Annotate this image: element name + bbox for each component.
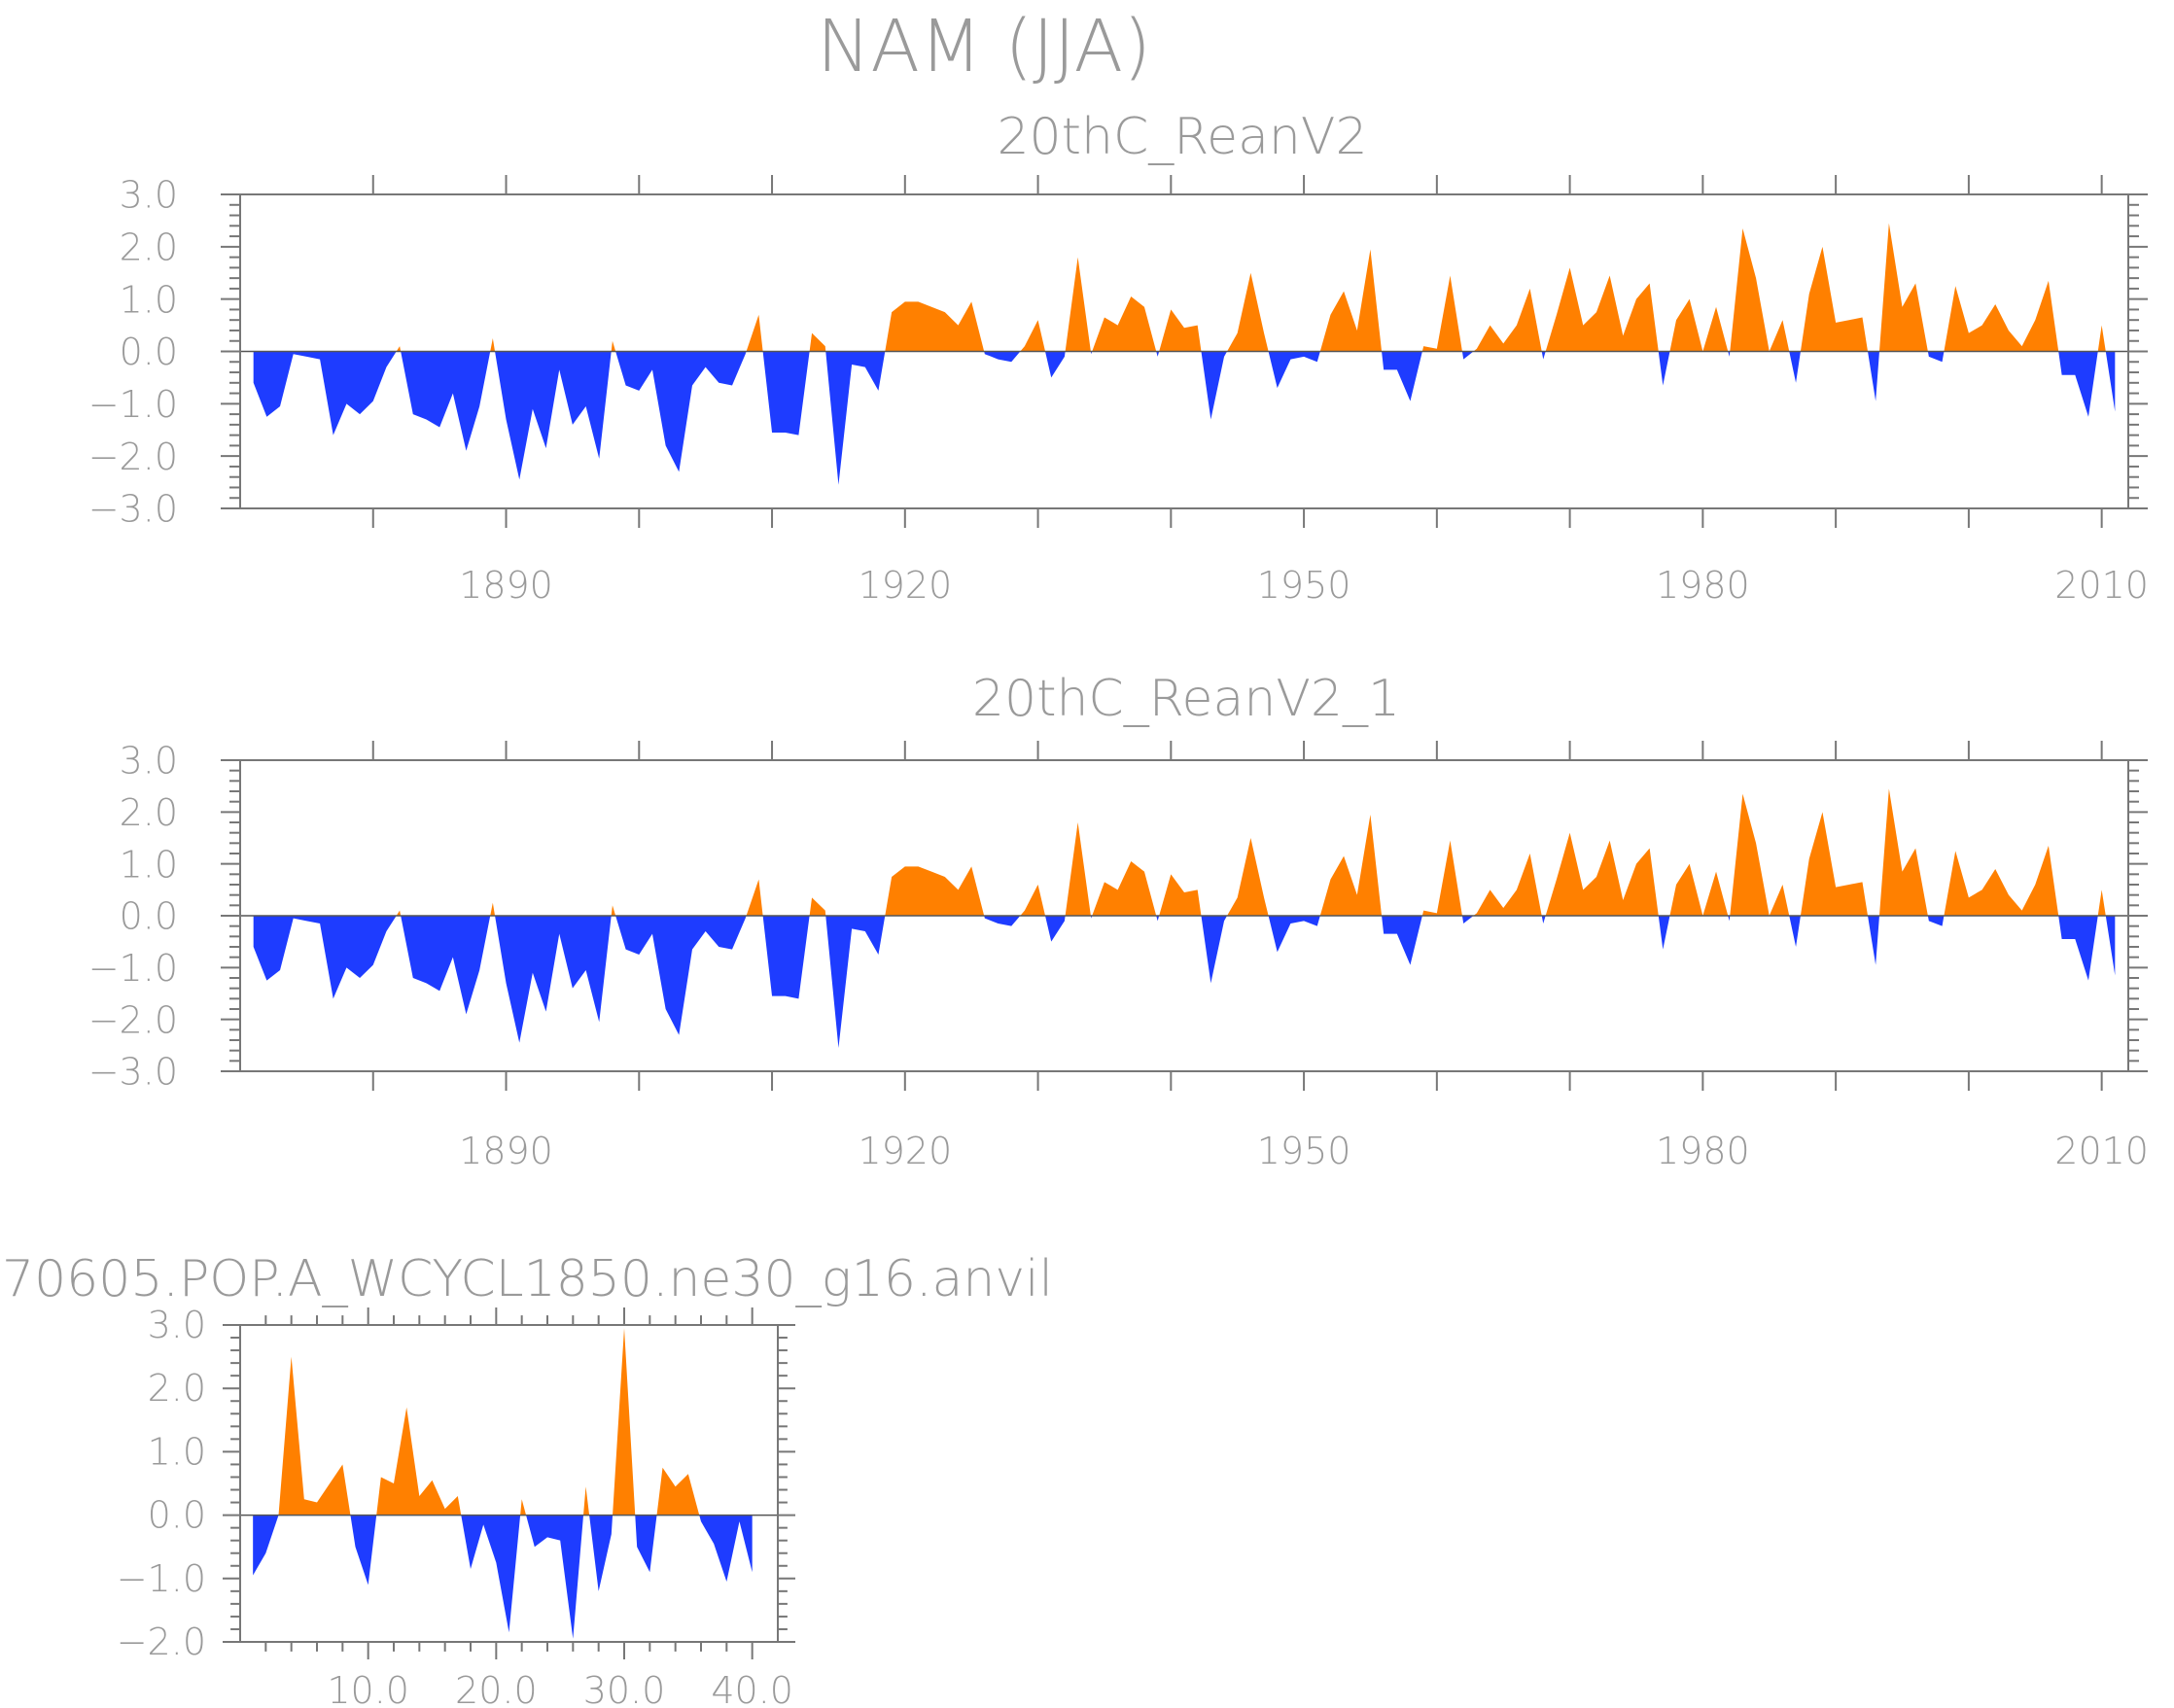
x-tick-label: 1890: [459, 564, 553, 607]
negative-anomaly-area: [253, 916, 2116, 1048]
x-tick-label: 1920: [858, 1130, 952, 1172]
y-tick-label: 3.0: [120, 740, 178, 783]
y-tick-label: 0.0: [120, 895, 178, 938]
positive-anomaly-area: [253, 788, 2116, 916]
panel-3-title: 70605.POP.A_WCYCL1850.ne30_g16.anvil: [2, 1250, 1053, 1308]
y-tick-label: −2.0: [88, 998, 178, 1041]
y-tick-label: 0.0: [120, 331, 178, 373]
panel-2-title: 20thC_ReanV2_1: [972, 670, 1400, 728]
y-tick-label: −2.0: [88, 436, 178, 478]
negative-anomaly-area: [253, 351, 2116, 485]
y-tick-label: 2.0: [148, 1367, 206, 1410]
y-tick-label: −1.0: [88, 383, 178, 426]
y-tick-label: −1.0: [117, 1557, 206, 1600]
y-tick-label: 0.0: [148, 1494, 206, 1537]
y-tick-label: −2.0: [117, 1621, 206, 1663]
positive-anomaly-area: [253, 1328, 753, 1516]
y-tick-label: 3.0: [148, 1304, 206, 1346]
y-tick-label: 1.0: [120, 843, 178, 886]
area-fill: [253, 788, 2116, 1048]
panel-2-chart: 3.0 2.0 1.0 0.0 −1.0 −2.0 −3.0 1890 1920 1950 1980…: [88, 740, 2149, 1172]
y-tick-label: −3.0: [88, 1051, 178, 1094]
x-tick-label: 40.0: [711, 1669, 793, 1708]
x-tick-label: 1920: [858, 564, 952, 607]
x-tick-label: 1980: [1656, 1130, 1750, 1172]
x-tick-label: 1950: [1257, 1130, 1351, 1172]
area-fill: [253, 223, 2116, 485]
panel-3-chart: 3.0 2.0 1.0 0.0 −1.0 −2.0 10.0 20.0 30.0 40.0: [117, 1304, 795, 1708]
x-tick-label: 10.0: [327, 1669, 409, 1708]
x-tick-label: 20.0: [455, 1669, 538, 1708]
panel-1-chart: 3.0 2.0 1.0 0.0 −1.0 −2.0 −3.0 1890 1920 1950 1980…: [88, 174, 2149, 607]
y-tick-label: −3.0: [88, 488, 178, 531]
y-tick-label: −1.0: [88, 947, 178, 990]
y-tick-label: 1.0: [120, 278, 178, 321]
figure-title: NAM (JJA): [817, 5, 1151, 88]
positive-anomaly-area: [253, 223, 2116, 352]
area-fill: [253, 1328, 753, 1639]
panel-1-title: 20thC_ReanV2: [997, 108, 1367, 166]
x-tick-label: 1950: [1257, 564, 1351, 607]
y-tick-label: 1.0: [148, 1430, 206, 1473]
plot-frame: [239, 1324, 779, 1643]
x-tick-label: 1890: [459, 1130, 553, 1172]
x-tick-label: 2010: [2054, 1130, 2149, 1172]
y-tick-label: 3.0: [120, 174, 178, 217]
x-tick-label: 1980: [1656, 564, 1750, 607]
x-tick-label: 30.0: [583, 1669, 666, 1708]
x-tick-label: 2010: [2054, 564, 2149, 607]
negative-anomaly-area: [253, 1515, 753, 1639]
y-tick-label: 2.0: [120, 791, 178, 834]
y-tick-label: 2.0: [120, 227, 178, 269]
